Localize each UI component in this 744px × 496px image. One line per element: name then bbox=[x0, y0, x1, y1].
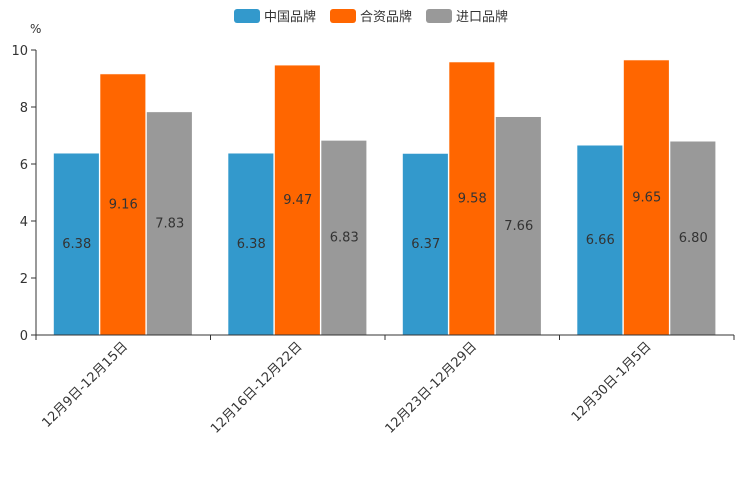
data-label-2-1: 9.16 bbox=[109, 197, 138, 212]
x-category-label-1: 12月9日-12月15日 bbox=[39, 339, 131, 431]
legend-swatch-1 bbox=[234, 9, 260, 23]
y-tick-label: 2 bbox=[20, 272, 28, 287]
y-axis: 0 2 4 6 8 10 bbox=[11, 44, 37, 344]
legend-swatch-2 bbox=[330, 9, 356, 23]
bar-1-2 bbox=[227, 152, 275, 336]
data-label-3-4: 6.80 bbox=[679, 231, 708, 246]
bar-2-3 bbox=[448, 61, 496, 336]
bar-1-3 bbox=[402, 153, 449, 336]
x-category-label-3: 12月23日-12月29日 bbox=[383, 339, 480, 436]
y-tick-label: 6 bbox=[20, 158, 28, 173]
y-axis-unit-label: % bbox=[30, 22, 41, 36]
bar-2-1 bbox=[99, 73, 147, 336]
x-category-label-4: 12月30日-1月5日 bbox=[569, 339, 655, 425]
bar-3-3 bbox=[495, 116, 542, 336]
y-tick-label: 4 bbox=[20, 215, 28, 230]
bar-1-4 bbox=[576, 144, 624, 336]
y-tick-label: 0 bbox=[20, 329, 28, 344]
data-labels: 6.38 9.16 7.83 6.38 9.47 6.83 6.37 9.58 7.66 6.66… bbox=[62, 190, 707, 252]
data-label-2-4: 9.65 bbox=[632, 190, 661, 205]
data-label-3-1: 7.83 bbox=[155, 216, 184, 231]
y-tick-label: 8 bbox=[20, 101, 28, 116]
bar-2-2 bbox=[274, 64, 321, 336]
bars bbox=[53, 59, 717, 336]
bar-2-4 bbox=[623, 59, 670, 336]
data-label-2-2: 9.47 bbox=[283, 193, 312, 208]
y-tick-label: 10 bbox=[11, 44, 28, 59]
data-label-2-3: 9.58 bbox=[458, 191, 487, 206]
bar-3-2 bbox=[320, 140, 368, 336]
legend-label-1: 中国品牌 bbox=[264, 9, 316, 25]
legend-label-2: 合资品牌 bbox=[360, 9, 412, 25]
bar-3-1 bbox=[146, 111, 193, 336]
data-label-1-2: 6.38 bbox=[237, 237, 266, 252]
data-label-1-4: 6.66 bbox=[586, 233, 615, 248]
bar-3-4 bbox=[669, 140, 717, 336]
legend-label-3: 进口品牌 bbox=[456, 9, 508, 25]
legend-swatch-3 bbox=[426, 9, 452, 23]
data-label-1-1: 6.38 bbox=[62, 237, 91, 252]
x-category-label-2: 12月16日-12月22日 bbox=[208, 339, 305, 436]
x-axis: 12月9日-12月15日 12月16日-12月22日 12月23日-12月29日 12… bbox=[35, 334, 735, 437]
data-label-3-2: 6.83 bbox=[330, 231, 359, 246]
data-label-1-3: 6.37 bbox=[411, 237, 440, 252]
legend: 中国品牌 合资品牌 进口品牌 bbox=[234, 9, 508, 25]
data-label-3-3: 7.66 bbox=[504, 219, 533, 234]
